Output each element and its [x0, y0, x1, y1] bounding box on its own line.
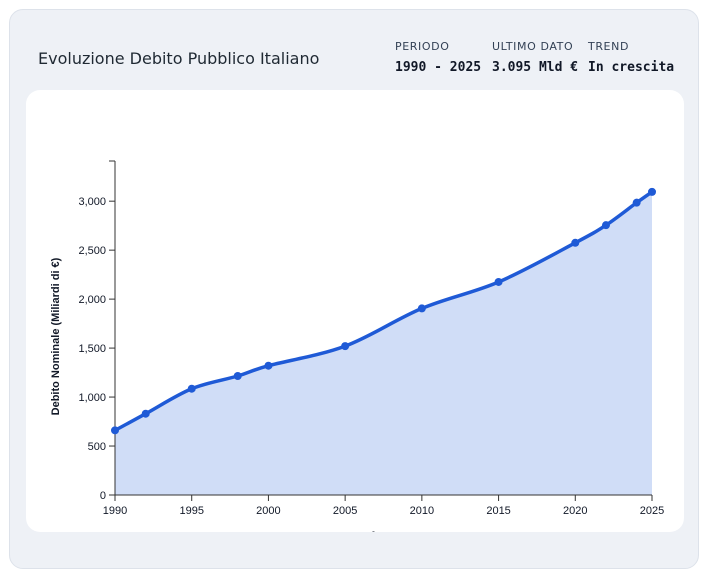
- x-tick-label: 2015: [486, 505, 510, 517]
- x-tick-label: 2010: [410, 505, 434, 517]
- y-tick-label: 1,000: [78, 392, 106, 404]
- stat-label: ULTIMO DATO: [492, 40, 574, 53]
- x-tick-label: 2000: [256, 505, 280, 517]
- y-axis-title: Debito Nominale (Miliardi di €): [50, 257, 62, 415]
- x-tick-label: 2005: [333, 505, 357, 517]
- chart-card: Evoluzione Debito Pubblico Italiano PERI…: [9, 9, 699, 569]
- stat-ultimo-dato: ULTIMO DATO 3.095 Mld €: [492, 40, 578, 75]
- x-tick-label: 2020: [563, 505, 587, 517]
- stat-value: 1990 - 2025: [395, 60, 482, 75]
- data-point: [233, 372, 242, 381]
- y-tick-label: 2,500: [78, 245, 106, 257]
- data-point: [494, 277, 503, 286]
- chart-panel: 0 500 1,000 1,500 2,000 2,500 3,000 1990 1995 200…: [26, 90, 684, 532]
- data-point: [648, 187, 656, 196]
- y-tick-label: 0: [100, 490, 106, 502]
- x-tick-label: 1990: [103, 505, 127, 517]
- x-axis-title: Anno: [369, 530, 397, 532]
- data-point: [264, 361, 273, 370]
- area-fill: [115, 191, 652, 495]
- y-tick-label: 2,000: [78, 294, 106, 306]
- data-point: [111, 426, 119, 435]
- data-point: [417, 304, 426, 313]
- data-point: [187, 384, 196, 393]
- y-tick-label: 3,000: [78, 196, 106, 208]
- data-point: [141, 409, 150, 418]
- data-point: [571, 238, 580, 247]
- stat-trend: TREND In crescita: [588, 40, 674, 75]
- x-tick-label: 2025: [640, 505, 664, 517]
- y-tick-label: 1,500: [78, 343, 106, 355]
- stat-periodo: PERIODO 1990 - 2025: [395, 40, 481, 75]
- stat-label: PERIODO: [395, 40, 450, 53]
- data-point: [632, 198, 641, 207]
- y-tick-label: 500: [88, 441, 106, 453]
- x-tick-label: 1995: [179, 505, 203, 517]
- data-point: [341, 342, 350, 351]
- data-point: [601, 221, 610, 230]
- page-title: Evoluzione Debito Pubblico Italiano: [38, 49, 320, 68]
- stat-label: TREND: [588, 40, 630, 53]
- stat-value: 3.095 Mld €: [492, 60, 579, 75]
- debt-area-chart: 0 500 1,000 1,500 2,000 2,500 3,000 1990 1995 200…: [50, 160, 664, 532]
- stat-value: In crescita: [588, 60, 675, 75]
